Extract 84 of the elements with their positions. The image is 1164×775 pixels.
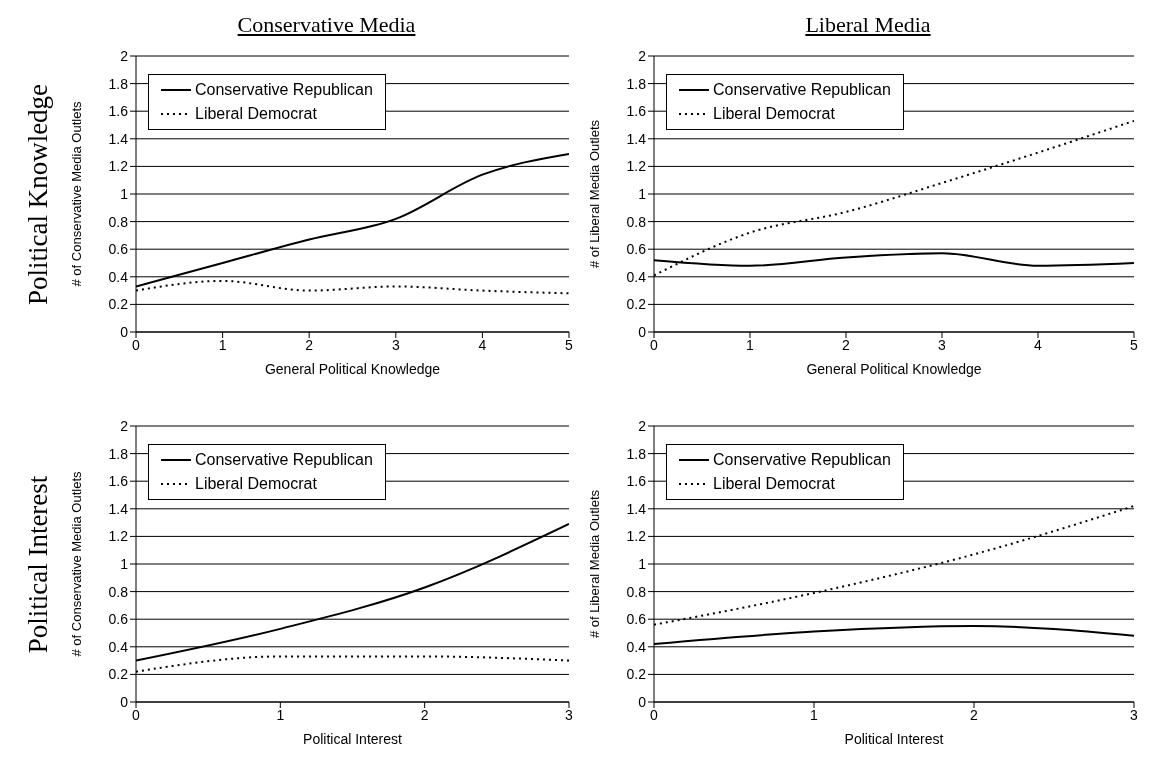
- y-tick-label: 1.8: [108, 445, 129, 462]
- y-tick-label: 0.2: [108, 666, 129, 683]
- legend-label: Liberal Democrat: [195, 475, 317, 493]
- y-tick-label: 1.2: [108, 528, 129, 545]
- x-tick-label: 4: [478, 336, 487, 353]
- legend-label: Conservative Republican: [195, 451, 373, 469]
- y-tick-label: 0: [638, 323, 647, 340]
- x-tick-label: 0: [650, 336, 659, 353]
- text: Political Interest: [23, 475, 55, 653]
- x-tick-label: 4: [1034, 336, 1043, 353]
- x-tick-label: 1: [746, 336, 755, 353]
- x-tick-label: 2: [842, 336, 851, 353]
- x-axis-title: Political Interest: [844, 731, 944, 747]
- y-tick-label: 0: [120, 323, 129, 340]
- x-tick-label: 1: [810, 706, 819, 723]
- y-tick-label: 0.2: [626, 666, 647, 683]
- y-tick-label: 1.4: [626, 500, 647, 517]
- x-tick-label: 3: [938, 336, 947, 353]
- x-tick-label: 3: [1130, 706, 1139, 723]
- x-axis-title: General Political Knowledge: [264, 361, 441, 377]
- y-tick-label: 1: [120, 185, 129, 202]
- y-axis-title: # of Conservative Media Outlets: [68, 101, 84, 287]
- y-tick-label: 0: [120, 693, 129, 710]
- x-tick-label: 0: [132, 706, 141, 723]
- x-tick-label: 1: [276, 706, 285, 723]
- x-tick-label: 3: [391, 336, 400, 353]
- y-tick-label: 1.4: [626, 130, 647, 147]
- y-tick-label: 0.4: [108, 638, 129, 655]
- y-tick-label: 1: [638, 185, 647, 202]
- legend-label: Conservative Republican: [195, 81, 373, 99]
- y-axis-title: # of Conservative Media Outlets: [68, 471, 84, 657]
- x-tick-label: 2: [420, 706, 429, 723]
- y-tick-label: 0.4: [108, 268, 129, 285]
- x-tick-label: 0: [650, 706, 659, 723]
- legend-label: Conservative Republican: [713, 451, 891, 469]
- x-axis-title: General Political Knowledge: [806, 361, 982, 377]
- y-tick-label: 0.8: [626, 583, 647, 600]
- y-tick-label: 0.2: [108, 296, 129, 313]
- x-tick-label: 2: [970, 706, 979, 723]
- y-tick-label: 1.8: [108, 75, 129, 92]
- y-tick-label: 1.4: [108, 130, 129, 147]
- y-axis-title: # of Liberal Media Outlets: [586, 489, 602, 639]
- text: Political Knowledge: [23, 83, 55, 305]
- y-tick-label: 1.6: [108, 473, 129, 490]
- y-tick-label: 1.6: [108, 103, 129, 120]
- y-tick-label: 2: [120, 47, 129, 64]
- x-tick-label: 5: [565, 336, 574, 353]
- legend-label: Liberal Democrat: [195, 105, 317, 123]
- y-tick-label: 0.6: [108, 241, 129, 258]
- y-tick-label: 1.4: [108, 500, 129, 517]
- y-tick-label: 1: [120, 555, 129, 572]
- y-tick-label: 0.6: [626, 241, 647, 258]
- y-tick-label: 0: [638, 693, 647, 710]
- x-axis-title: Political Interest: [303, 731, 403, 747]
- y-tick-label: 0.8: [626, 213, 647, 230]
- chart-title: Conservative Media: [236, 12, 417, 38]
- x-tick-label: 2: [305, 336, 314, 353]
- legend-label: Conservative Republican: [713, 81, 891, 99]
- y-tick-label: 0.8: [108, 583, 129, 600]
- y-tick-label: 1.8: [626, 445, 647, 462]
- x-tick-label: 3: [565, 706, 574, 723]
- y-tick-label: 0.6: [108, 611, 129, 628]
- y-tick-label: 1.2: [626, 158, 647, 175]
- y-tick-label: 2: [638, 47, 647, 64]
- y-tick-label: 1.6: [626, 103, 647, 120]
- y-tick-label: 1.8: [626, 75, 647, 92]
- y-tick-label: 0.2: [626, 296, 647, 313]
- y-tick-label: 1: [638, 555, 647, 572]
- chart-title: Liberal Media: [804, 12, 932, 38]
- x-tick-label: 1: [218, 336, 227, 353]
- legend-label: Liberal Democrat: [713, 475, 835, 493]
- y-tick-label: 1.2: [626, 528, 647, 545]
- x-tick-label: 5: [1130, 336, 1139, 353]
- y-tick-label: 0.4: [626, 268, 647, 285]
- y-tick-label: 0.6: [626, 611, 647, 628]
- y-tick-label: 0.8: [108, 213, 129, 230]
- y-tick-label: 1.2: [108, 158, 129, 175]
- legend-label: Liberal Democrat: [713, 105, 835, 123]
- y-tick-label: 1.6: [626, 473, 647, 490]
- y-tick-label: 2: [638, 417, 647, 434]
- y-tick-label: 0.4: [626, 638, 647, 655]
- y-tick-label: 2: [120, 417, 129, 434]
- x-tick-label: 0: [132, 336, 141, 353]
- y-axis-title: # of Liberal Media Outlets: [586, 119, 602, 269]
